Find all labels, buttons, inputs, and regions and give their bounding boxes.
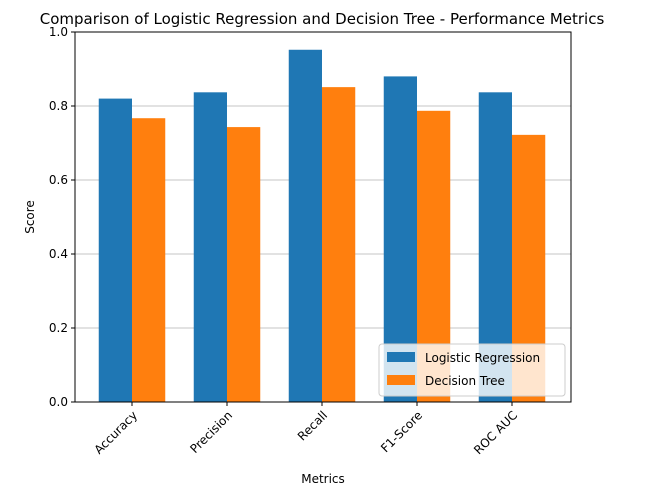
x-tick-label: ROC AUC	[471, 408, 520, 457]
legend-swatch-decision-tree	[387, 375, 415, 385]
y-axis-ticks: 0.0 0.2 0.4 0.6 0.8 1.0	[49, 25, 75, 409]
bar-logistic-regression	[98, 98, 132, 402]
y-axis-label: Score	[23, 200, 37, 234]
bar-decision-tree	[322, 87, 356, 402]
bar-decision-tree	[227, 127, 261, 402]
x-axis-ticks: Accuracy Precision Recall F1-Score ROC AUC	[91, 402, 520, 457]
x-tick-label: Recall	[295, 408, 330, 443]
bar-logistic-regression	[193, 92, 227, 402]
legend-label-decision-tree: Decision Tree	[425, 374, 505, 388]
chart-title: Comparison of Logistic Regression and De…	[40, 10, 605, 28]
x-tick-label: Precision	[187, 408, 235, 456]
legend-swatch-logistic-regression	[387, 352, 415, 362]
x-axis-label: Metrics	[301, 472, 345, 486]
x-tick-label: F1-Score	[378, 408, 425, 455]
bar-decision-tree	[132, 118, 166, 403]
y-tick-label: 0.8	[49, 99, 68, 113]
y-tick-label: 0.6	[49, 173, 68, 187]
y-tick-label: 1.0	[49, 25, 68, 39]
x-tick-label: Accuracy	[91, 408, 140, 457]
legend: Logistic Regression Decision Tree	[378, 343, 566, 397]
y-tick-label: 0.2	[49, 321, 68, 335]
plot-frame	[74, 31, 572, 403]
y-tick-label: 0.4	[49, 247, 68, 261]
bar-logistic-regression	[288, 49, 322, 402]
legend-box	[378, 343, 566, 397]
legend-label-logistic-regression: Logistic Regression	[425, 351, 540, 365]
y-tick-label: 0.0	[49, 395, 68, 409]
